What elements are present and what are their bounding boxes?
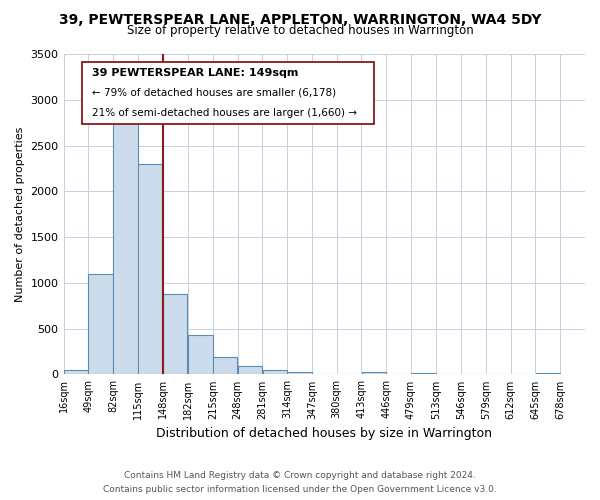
Bar (138, 164, 163, 374)
Text: 21% of semi-detached houses are larger (1,660) →: 21% of semi-detached houses are larger (… (92, 108, 357, 118)
Text: Size of property relative to detached houses in Warrington: Size of property relative to detached ho… (127, 24, 473, 37)
Text: 39 PEWTERSPEAR LANE: 149sqm: 39 PEWTERSPEAR LANE: 149sqm (92, 68, 299, 78)
X-axis label: Distribution of detached houses by size in Warrington: Distribution of detached houses by size … (156, 427, 492, 440)
Bar (64, 370, 88, 374)
Y-axis label: Number of detached properties: Number of detached properties (15, 126, 25, 302)
Text: Contains HM Land Registry data © Crown copyright and database right 2024.
Contai: Contains HM Land Registry data © Crown c… (103, 472, 497, 494)
Text: 39, PEWTERSPEAR LANE, APPLETON, WARRINGTON, WA4 5DY: 39, PEWTERSPEAR LANE, APPLETON, WARRINGT… (59, 12, 541, 26)
Bar (113, 122, 137, 374)
Bar (287, 372, 312, 374)
Bar (88, 274, 113, 374)
Bar (163, 294, 187, 374)
Text: ← 79% of detached houses are smaller (6,178): ← 79% of detached houses are smaller (6,… (92, 88, 337, 98)
Bar (213, 358, 238, 374)
Bar (188, 335, 212, 374)
Bar (411, 373, 436, 374)
Bar (362, 372, 386, 374)
Bar (263, 370, 287, 374)
Bar (238, 366, 262, 374)
FancyBboxPatch shape (82, 62, 374, 124)
Bar (536, 373, 560, 374)
